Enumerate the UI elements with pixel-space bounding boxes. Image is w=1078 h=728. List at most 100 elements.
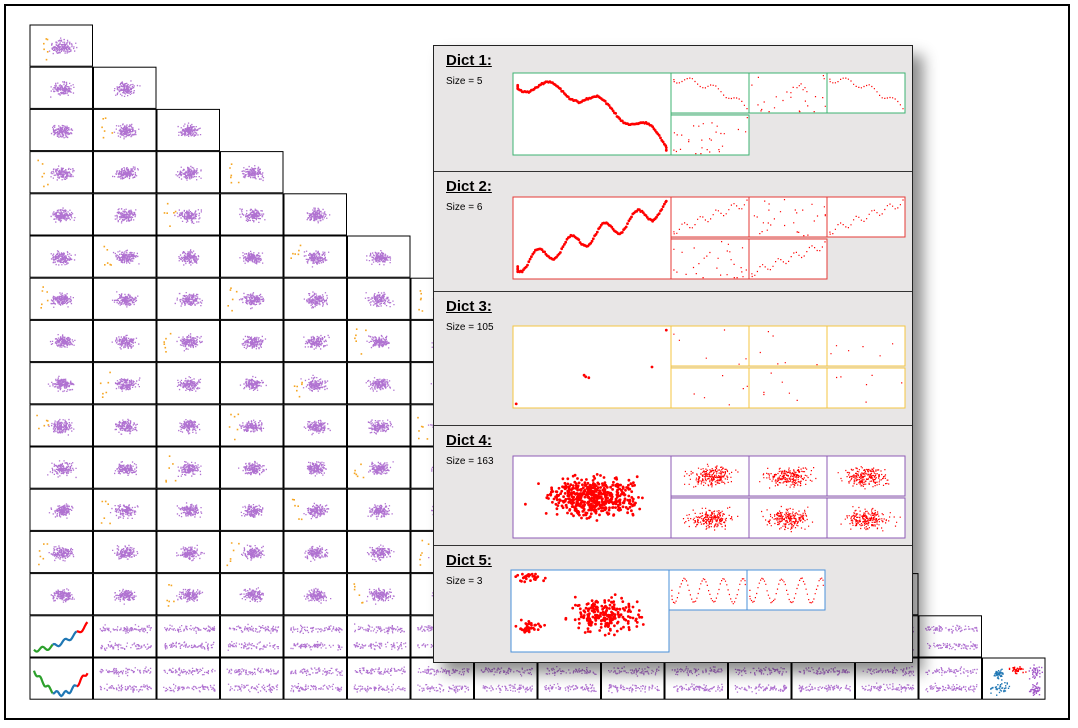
matrix-cell	[283, 615, 347, 658]
matrix-cell	[537, 657, 601, 700]
matrix-cell	[29, 657, 93, 700]
matrix-cell	[156, 615, 220, 658]
matrix-cell	[918, 657, 982, 700]
dict-5-plots	[510, 569, 826, 653]
dict-thumbnail	[826, 325, 906, 367]
matrix-cell	[283, 446, 347, 489]
matrix-cell	[156, 319, 220, 363]
dict-5-section: Dict 5: Size = 3	[434, 546, 912, 662]
matrix-cell	[29, 277, 93, 320]
dict-1-plots	[512, 72, 906, 156]
dict-4-title: Dict 4:	[446, 432, 492, 449]
matrix-cell	[220, 488, 284, 531]
matrix-cell	[93, 404, 157, 447]
matrix-cell	[29, 446, 93, 489]
dict-thumbnail	[670, 325, 750, 367]
matrix-cell	[93, 66, 157, 109]
matrix-cell	[728, 657, 792, 700]
matrix-cell	[93, 657, 157, 700]
matrix-cell	[93, 488, 157, 531]
matrix-cell	[410, 657, 474, 700]
dict-thumbnail	[670, 114, 750, 156]
matrix-cell	[347, 277, 411, 320]
dict-thumbnail	[748, 72, 828, 114]
matrix-cell	[93, 108, 157, 152]
matrix-cell	[29, 24, 93, 67]
dict-1-section: Dict 1: Size = 5	[434, 46, 912, 172]
dict-2-section: Dict 2: Size = 6	[434, 172, 912, 292]
matrix-cell	[156, 657, 220, 700]
matrix-cell	[29, 615, 93, 658]
matrix-cell	[156, 193, 220, 236]
matrix-cell	[156, 277, 220, 320]
matrix-cell	[220, 615, 284, 658]
matrix-cell	[29, 319, 93, 363]
matrix-cell	[220, 193, 284, 236]
matrix-cell	[347, 573, 411, 616]
dict-thumbnail	[826, 497, 906, 539]
dict-5-size: Size = 3	[446, 576, 483, 587]
dict-thumbnail	[826, 367, 906, 409]
matrix-cell	[283, 362, 347, 405]
dict-3-section: Dict 3: Size = 105	[434, 292, 912, 426]
dict-main-plot	[512, 196, 672, 280]
matrix-cell	[347, 362, 411, 405]
matrix-cell	[29, 66, 93, 109]
matrix-cell	[156, 108, 220, 152]
matrix-cell	[29, 235, 93, 278]
matrix-cell	[283, 530, 347, 574]
dict-thumbnail	[670, 367, 750, 409]
matrix-cell	[220, 151, 284, 194]
dict-main-plot	[512, 455, 672, 539]
dict-thumbnail	[748, 196, 828, 238]
dict-thumbnail	[748, 455, 828, 497]
dict-main-plot	[512, 325, 672, 409]
matrix-cell	[347, 657, 411, 700]
matrix-cell	[93, 573, 157, 616]
dict-2-plots	[512, 196, 906, 280]
dict-thumbnail	[670, 497, 750, 539]
matrix-cell	[220, 319, 284, 363]
matrix-cell	[93, 319, 157, 363]
dictionary-panel: Dict 1: Size = 5 Dict 2: Size = 6 Dict 3…	[433, 45, 913, 663]
matrix-cell	[93, 446, 157, 489]
dict-main-plot	[512, 72, 672, 156]
matrix-cell	[156, 235, 220, 278]
matrix-cell	[156, 446, 220, 489]
matrix-cell	[220, 362, 284, 405]
matrix-cell	[29, 573, 93, 616]
matrix-cell	[474, 657, 538, 700]
matrix-cell	[347, 235, 411, 278]
dict-5-title: Dict 5:	[446, 552, 492, 569]
matrix-cell	[220, 530, 284, 574]
matrix-cell	[283, 488, 347, 531]
matrix-cell	[347, 446, 411, 489]
dict-thumbnail	[748, 497, 828, 539]
matrix-cell	[93, 530, 157, 574]
dict-3-plots	[512, 325, 906, 409]
matrix-cell	[156, 530, 220, 574]
matrix-cell	[29, 151, 93, 194]
matrix-cell	[93, 615, 157, 658]
matrix-cell	[347, 488, 411, 531]
matrix-cell	[982, 657, 1046, 700]
matrix-cell	[220, 404, 284, 447]
matrix-cell	[156, 404, 220, 447]
dict-thumbnail	[670, 196, 750, 238]
matrix-cell	[347, 615, 411, 658]
dict-thumbnail	[670, 72, 750, 114]
matrix-cell	[918, 615, 982, 658]
dict-2-size: Size = 6	[446, 202, 483, 213]
dict-4-section: Dict 4: Size = 163	[434, 426, 912, 546]
matrix-cell	[93, 277, 157, 320]
matrix-cell	[347, 319, 411, 363]
matrix-cell	[347, 404, 411, 447]
dict-thumbnail	[748, 238, 828, 280]
matrix-cell	[220, 446, 284, 489]
dict-1-title: Dict 1:	[446, 52, 492, 69]
matrix-cell	[93, 151, 157, 194]
dict-thumbnail	[668, 569, 748, 611]
matrix-cell	[283, 404, 347, 447]
dict-2-title: Dict 2:	[446, 178, 492, 195]
matrix-cell	[93, 235, 157, 278]
